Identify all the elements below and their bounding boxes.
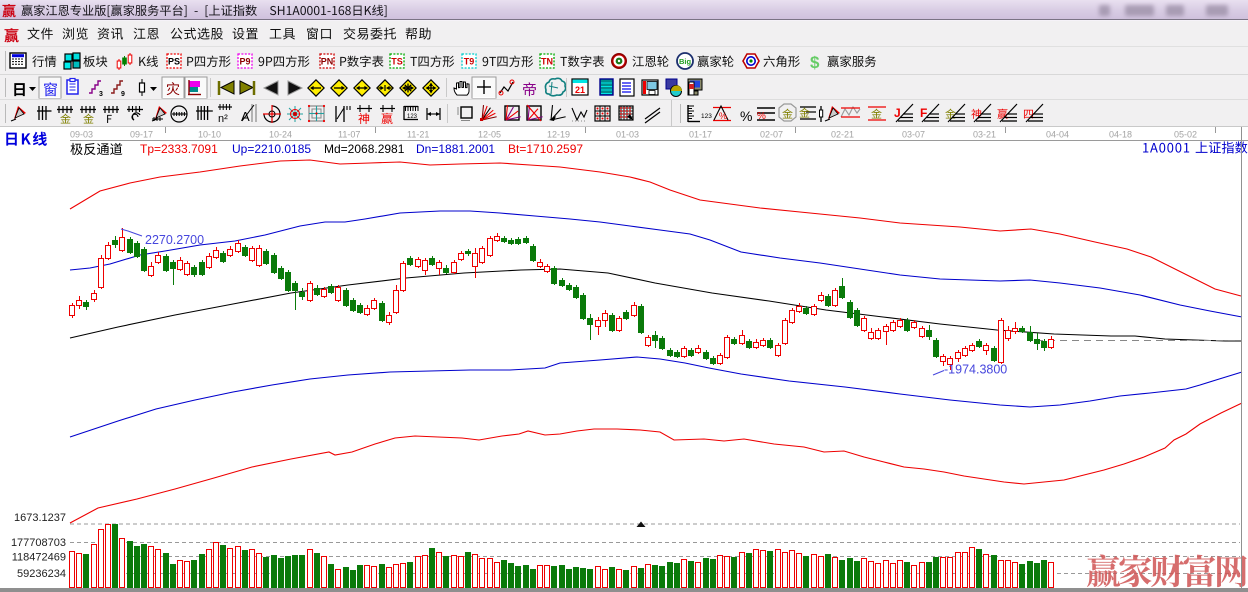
svg-text:J: J xyxy=(894,106,901,120)
svg-text:%: % xyxy=(740,108,752,124)
svg-text:Md=2068.2981: Md=2068.2981 xyxy=(324,142,405,156)
svg-text:Tp=2333.7091: Tp=2333.7091 xyxy=(140,142,218,156)
svg-text:TS: TS xyxy=(391,57,403,67)
svg-text:PN: PN xyxy=(321,57,334,67)
svg-text:PS: PS xyxy=(168,57,180,67)
svg-text:P9: P9 xyxy=(239,57,250,67)
svg-text:09-17: 09-17 xyxy=(130,130,153,140)
svg-text:Big: Big xyxy=(679,57,692,66)
svg-text:1673.1237: 1673.1237 xyxy=(14,512,66,524)
svg-text:59236234: 59236234 xyxy=(17,568,66,580)
svg-text:Up=2210.0185: Up=2210.0185 xyxy=(232,142,311,156)
svg-text:09-03: 09-03 xyxy=(70,130,93,140)
svg-text:9: 9 xyxy=(121,91,125,98)
svg-text:-1974.3800: -1974.3800 xyxy=(944,363,1007,377)
svg-text:03-07: 03-07 xyxy=(902,130,925,140)
svg-text:3: 3 xyxy=(99,91,103,98)
svg-text:04-18: 04-18 xyxy=(1109,130,1132,140)
svg-text:21: 21 xyxy=(575,85,585,95)
svg-text:n²: n² xyxy=(218,113,228,125)
svg-text:177708703: 177708703 xyxy=(11,537,66,549)
svg-text:%: % xyxy=(719,111,727,121)
svg-text:123: 123 xyxy=(701,113,712,120)
svg-text:12-19: 12-19 xyxy=(547,130,570,140)
svg-text:12-05: 12-05 xyxy=(478,130,501,140)
svg-text:TN: TN xyxy=(541,57,553,67)
svg-text:Dn=1881.2001: Dn=1881.2001 xyxy=(416,142,495,156)
svg-text:10-24: 10-24 xyxy=(269,130,292,140)
svg-text:11-07: 11-07 xyxy=(338,130,360,140)
svg-text:02-21: 02-21 xyxy=(831,130,854,140)
svg-text:05-02: 05-02 xyxy=(1174,130,1197,140)
svg-text:%: % xyxy=(757,111,766,122)
svg-text:2270.2700: 2270.2700 xyxy=(145,233,204,247)
svg-text:11-21: 11-21 xyxy=(407,130,429,140)
svg-text:01-17: 01-17 xyxy=(689,130,712,140)
svg-text:$: $ xyxy=(810,53,820,72)
svg-text:123: 123 xyxy=(407,114,418,120)
svg-text:04-04: 04-04 xyxy=(1046,130,1069,140)
svg-text:Bt=1710.2597: Bt=1710.2597 xyxy=(508,142,583,156)
svg-text:F: F xyxy=(920,106,927,120)
svg-text:10-10: 10-10 xyxy=(198,130,221,140)
svg-text:03-21: 03-21 xyxy=(973,130,996,140)
svg-text:01-03: 01-03 xyxy=(616,130,639,140)
svg-text:T9: T9 xyxy=(464,57,475,67)
svg-text:02-07: 02-07 xyxy=(760,130,783,140)
svg-text:118472469: 118472469 xyxy=(12,552,66,564)
